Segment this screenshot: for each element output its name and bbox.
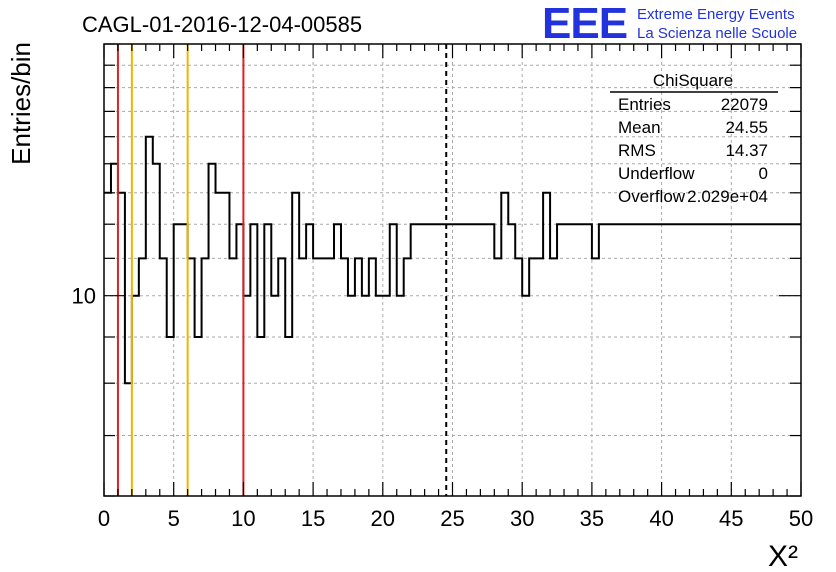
marker-lines [116, 44, 448, 496]
logo-line-1: Extreme Energy Events [637, 6, 795, 23]
x-tick-label: 30 [510, 506, 534, 531]
x-tick-label: 5 [168, 506, 180, 531]
stats-label-underflow: Underflow [618, 164, 695, 183]
stats-value-mean: 24.55 [725, 118, 768, 137]
x-tick-label: 45 [719, 506, 743, 531]
x-tick-label: 50 [789, 506, 813, 531]
run-title: CAGL-01-2016-12-04-00585 [82, 12, 362, 37]
x-tick-label: 0 [98, 506, 110, 531]
stats-value-entries: 22079 [721, 95, 768, 114]
stats-label-rms: RMS [618, 141, 656, 160]
stats-title: ChiSquare [653, 71, 733, 90]
x-tick-label: 35 [580, 506, 604, 531]
stats-value-rms: 14.37 [725, 141, 768, 160]
stats-value-overflow: 2.029e+04 [687, 187, 768, 206]
logo-line-2: La Scienza nelle Scuole [637, 25, 797, 42]
axes: 0 5 10 15 20 25 30 35 40 45 50 10 [72, 43, 813, 531]
x-tick-label: 15 [301, 506, 325, 531]
histogram-series [104, 135, 801, 385]
eee-logo: EEE [542, 0, 627, 48]
x-tick-label: 10 [231, 506, 255, 531]
y-axis-label: Entries/bin [6, 42, 36, 165]
stats-label-overflow: Overflow [618, 187, 686, 206]
x-tick-label: 40 [649, 506, 673, 531]
histogram-outline [104, 135, 801, 385]
grid [104, 44, 801, 496]
stats-value-underflow: 0 [759, 164, 768, 183]
x-tick-label: 20 [371, 506, 395, 531]
stats-label-mean: Mean [618, 118, 661, 137]
x-tick-label: 25 [440, 506, 464, 531]
stats-box: ChiSquare Entries 22079 Mean 24.55 RMS 1… [610, 71, 778, 206]
y-tick-label: 10 [72, 284, 96, 309]
x-axis-label: X² [768, 540, 798, 572]
stats-label-entries: Entries [618, 95, 671, 114]
